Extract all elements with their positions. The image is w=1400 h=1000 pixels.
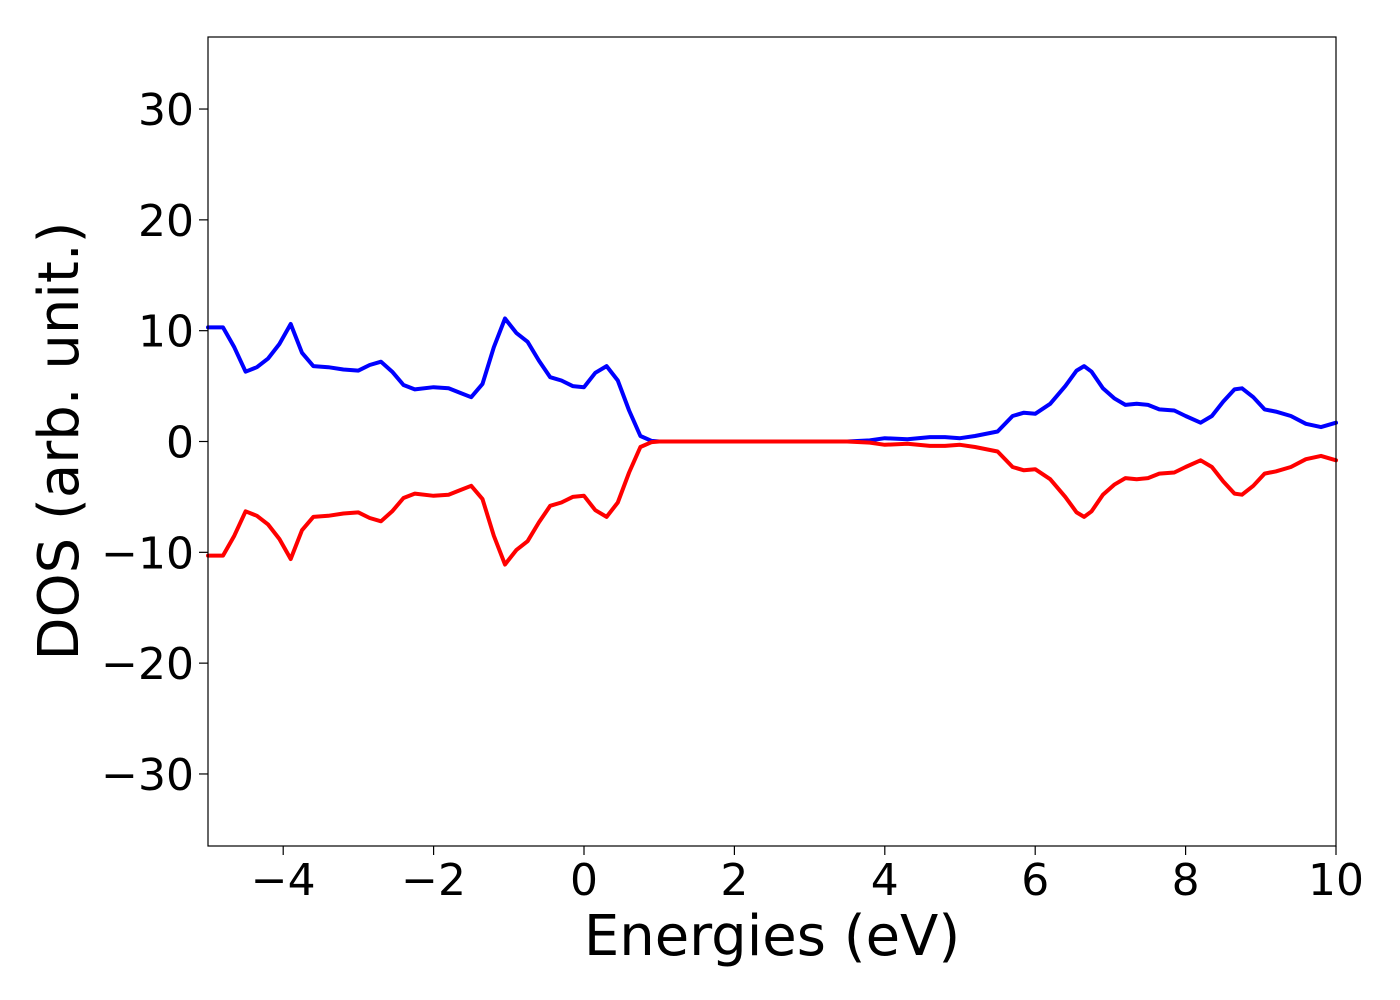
y-tick-label: 0	[166, 418, 194, 469]
y-tick-label: −20	[101, 639, 194, 690]
plot-lines	[206, 316, 1338, 567]
x-tick-label: 8	[1172, 855, 1200, 906]
x-tick-label: 4	[871, 855, 899, 906]
y-axis: −30 −20 −10 0 10 20 30	[101, 85, 208, 801]
x-axis: −4 −2 0 2 4 6 8 10	[251, 846, 1364, 906]
y-tick-label: −30	[101, 750, 194, 801]
series-line-1	[206, 316, 1338, 444]
x-tick-label: −4	[251, 855, 316, 906]
y-axis-label: DOS (arb. unit.)	[27, 221, 92, 660]
y-tick-label: 10	[138, 307, 194, 358]
y-tick-label: 30	[138, 85, 194, 136]
y-tick-label: −10	[101, 528, 194, 579]
y-tick-label: 20	[138, 196, 194, 247]
x-tick-label: 10	[1308, 855, 1364, 906]
x-axis-label: Energies (eV)	[584, 904, 960, 969]
x-tick-label: 0	[570, 855, 598, 906]
x-tick-label: 6	[1021, 855, 1049, 906]
x-tick-label: 2	[720, 855, 748, 906]
series-line-2	[206, 439, 1338, 567]
x-tick-label: −2	[401, 855, 466, 906]
